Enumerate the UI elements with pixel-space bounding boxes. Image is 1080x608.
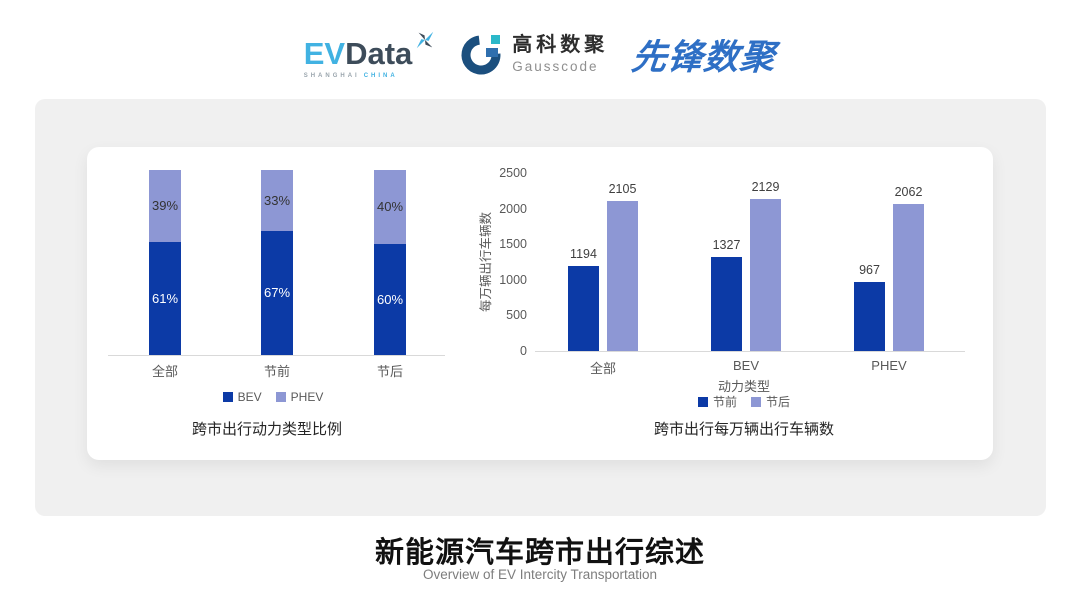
legend-swatch	[697, 396, 708, 407]
chart2-y-tick-label: 2500	[499, 166, 527, 180]
chart2-y-tick-label: 2000	[499, 201, 527, 216]
chart1-x-axis-line	[108, 355, 445, 356]
chart2-category-label: BEV	[732, 358, 759, 373]
gausscode-icon	[461, 35, 501, 75]
chart1-category-label: 节前	[263, 364, 290, 379]
page-title: 新能源汽车跨市出行综述	[374, 537, 705, 569]
bar-value-label: 1327	[712, 237, 741, 252]
bar-segment-BEV	[261, 231, 293, 355]
evdata-wordmark: EV Data	[304, 29, 437, 69]
bar-节后	[607, 201, 638, 351]
evdata-tagline-china: CHINA	[363, 73, 398, 79]
gausscode-cn-label: 高科数聚	[512, 33, 609, 56]
bar-节后	[893, 204, 924, 351]
bar-节后	[750, 199, 781, 351]
legend-swatch	[751, 396, 761, 407]
bar-value-label: 2105	[608, 182, 637, 197]
chart2-y-tick-label: 1000	[499, 272, 527, 287]
legend-label: PHEV	[290, 390, 324, 404]
legend-swatch	[222, 392, 233, 402]
bar-segment-label: 40%	[376, 199, 404, 214]
bar-value-label: 2129	[751, 180, 780, 195]
xianfeng-logo: 先锋数聚	[629, 37, 779, 77]
legend-item-节后: 节后	[751, 393, 790, 410]
chart1-title: 跨市出行动力类型比例	[191, 421, 342, 438]
header-logos: EV Data SHANGHAI CHINA 高科数聚 Gausscod	[0, 18, 1080, 90]
legend-item-节前: 节前	[697, 393, 737, 410]
legend-item-PHEV: PHEV	[275, 390, 324, 404]
bar-节前	[568, 265, 599, 351]
chart1-legend: BEV PHEV	[87, 390, 459, 404]
evdata-tagline-shanghai: SHANGHAI	[303, 73, 360, 79]
page-subtitle: Overview of EV Intercity Transportation	[422, 567, 658, 582]
evdata-data-text: Data	[345, 36, 413, 71]
bar-segment-PHEV	[261, 170, 293, 232]
bar-segment-PHEV	[149, 170, 181, 243]
bar-value-label: 1194	[570, 246, 597, 261]
bar-segment-label: 67%	[263, 285, 291, 301]
legend-label: 节前	[712, 395, 737, 409]
pinwheel-icon	[417, 31, 434, 49]
bar-value-label: 2062	[894, 185, 923, 200]
evdata-ev-text: EV	[303, 36, 346, 71]
chart2-category-label: PHEV	[871, 358, 907, 373]
bar-segment-label: 33%	[263, 192, 291, 208]
chart1-category-label: 全部	[151, 364, 178, 379]
chart1-category-label: 节后	[376, 364, 403, 379]
chart2-y-tick-label: 500	[506, 308, 527, 323]
chart2-y-tick-label: 1500	[499, 237, 527, 252]
chart2-title: 跨市出行每万辆出行车辆数	[653, 421, 834, 438]
chart2-x-axis-line	[535, 351, 965, 352]
chart2-y-tick-label: 0	[520, 344, 527, 358]
bar-segment-label: 60%	[376, 291, 404, 307]
legend-label: BEV	[237, 390, 262, 404]
bar-节前	[711, 256, 742, 351]
bar-segment-BEV	[374, 244, 406, 355]
gausscode-en-label: Gausscode	[512, 58, 599, 74]
bar-segment-BEV	[149, 242, 181, 355]
gausscode-logo: 高科数聚 Gausscode	[460, 32, 608, 76]
chart2-legend: 节前 节后	[529, 393, 959, 410]
bar-节前	[854, 282, 885, 351]
evdata-logo: EV Data SHANGHAI CHINA	[304, 29, 437, 79]
chart-card: BEV PHEV 跨市出行动力类型比例 每万辆出行车辆数 动力类型 节前 节后 跨市…	[87, 147, 993, 460]
bar-value-label: 967	[859, 263, 880, 278]
legend-label: 节后	[766, 395, 791, 409]
legend-item-BEV: BEV	[222, 390, 262, 404]
bar-segment-label: 61%	[151, 290, 179, 306]
gausscode-text: 高科数聚 Gausscode	[512, 34, 608, 75]
bar-segment-label: 39%	[151, 198, 179, 214]
chart2-category-label: 全部	[589, 361, 616, 376]
evdata-tagline: SHANGHAI CHINA	[304, 73, 437, 79]
chart2-xlabel: 动力类型	[717, 379, 770, 394]
chart2-ylabel: 每万辆出行车辆数	[479, 212, 493, 313]
legend-swatch	[275, 392, 286, 402]
bar-segment-PHEV	[374, 170, 406, 244]
